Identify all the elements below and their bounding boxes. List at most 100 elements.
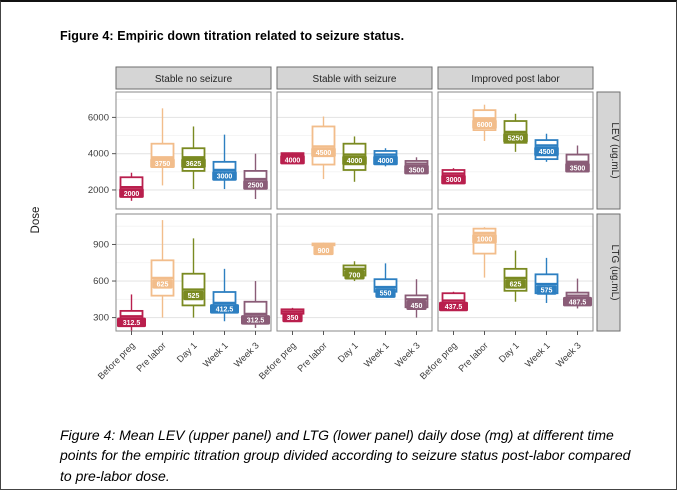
boxplot-Day 1: 5250 xyxy=(503,113,528,152)
median-value-label: 900 xyxy=(318,248,330,255)
x-tick-label: Before preg xyxy=(418,340,459,381)
median-value-label-bg xyxy=(119,188,144,198)
median-value-label: 3000 xyxy=(446,177,462,184)
x-tick-label: Before preg xyxy=(257,340,298,381)
boxplot-Week 1: 4000 xyxy=(373,148,398,167)
median-value-label-bg xyxy=(313,245,334,256)
median-value-label: 625 xyxy=(510,282,522,289)
x-tick-label: Before preg xyxy=(96,340,137,381)
median-value-label: 5250 xyxy=(508,136,524,143)
median-value-label-bg xyxy=(375,288,396,298)
boxplot-Pre labor: 1000 xyxy=(472,227,497,278)
boxplot-Pre labor: 6000 xyxy=(472,104,497,141)
median-value-label: 3500 xyxy=(409,167,425,174)
boxplot-Before preg: 3000 xyxy=(441,168,466,185)
facet-row-label: LTG (ug.mL) xyxy=(609,245,620,301)
median-value-label-bg xyxy=(344,270,365,280)
median-value-label: 312.5 xyxy=(123,320,141,327)
median-value-label-bg xyxy=(183,290,204,301)
median-value-label: 6000 xyxy=(477,122,493,129)
median-value-label: 4500 xyxy=(539,149,555,156)
y-tick-label: 4000 xyxy=(88,149,109,160)
median-value-label-bg xyxy=(406,300,427,311)
median-value-label-bg xyxy=(212,171,237,181)
y-tick-label: 600 xyxy=(93,276,109,287)
panel-LEV (ug.mL)-Stable no seizure: 2000 3750 3625 3000 2500 xyxy=(115,91,272,210)
median-value-label: 2000 xyxy=(124,191,140,198)
boxplot-Day 1: 4000 xyxy=(342,136,367,182)
median-value-label: 450 xyxy=(411,303,423,310)
median-value-label-bg xyxy=(503,133,528,143)
panel-LEV (ug.mL)-Stable with seizure: 4000 4500 4000 4000 3500 xyxy=(276,91,433,210)
y-tick-label: 6000 xyxy=(88,112,109,123)
x-tick-label: Week 1 xyxy=(523,340,552,369)
median-value-label: 487.5 xyxy=(569,299,587,306)
panel-LTG (ug.mL)-Stable with seizure: 350 900 700 550 450 xyxy=(276,213,433,332)
facet-row-label: LEV (ug.mL) xyxy=(609,122,620,178)
median-value-label-bg xyxy=(534,146,559,157)
panel-LTG (ug.mL)-Stable no seizure: 312.5 625 525 412.5 312.5 xyxy=(115,213,272,332)
median-value-label: 3625 xyxy=(186,161,202,168)
boxplot-Week 3: 450 xyxy=(404,279,429,318)
median-value-label: 625 xyxy=(157,282,169,289)
median-value-label-bg xyxy=(152,279,173,289)
x-tick-label: Pre labor xyxy=(295,340,328,373)
median-value-label-bg xyxy=(536,285,557,295)
x-tick-label: Week 3 xyxy=(232,340,261,369)
boxplot-Week 3: 3500 xyxy=(565,145,590,173)
y-tick-label: 2000 xyxy=(88,185,109,196)
median-value-label-bg xyxy=(181,158,206,169)
figure-title: Figure 4: Empiric down titration related… xyxy=(60,29,405,43)
boxplot-Before preg: 437.5 xyxy=(439,291,468,312)
x-tick-label: Day 1 xyxy=(336,340,360,364)
median-value-label: 2500 xyxy=(248,183,264,190)
boxplot-Pre labor: 900 xyxy=(311,242,336,256)
median-value-label-bg xyxy=(280,154,305,165)
panel-border xyxy=(115,91,272,210)
median-value-label-bg xyxy=(282,312,303,323)
median-value-label-bg xyxy=(241,315,270,325)
x-tick-label: Pre labor xyxy=(456,340,489,373)
boxplot-Week 3: 487.5 xyxy=(563,278,592,309)
boxplot-Week 1: 4500 xyxy=(534,133,559,162)
x-tick-label: Week 1 xyxy=(362,340,391,369)
median-value-label: 4000 xyxy=(347,158,363,165)
median-value-label-bg xyxy=(565,163,590,173)
median-value-label-bg xyxy=(439,301,468,312)
median-value-label: 4000 xyxy=(378,158,394,165)
boxplot-Week 1: 550 xyxy=(373,263,398,298)
x-tick-label: Day 1 xyxy=(175,340,199,364)
median-value-label: 3500 xyxy=(570,165,586,172)
boxplot-Week 1: 3000 xyxy=(212,134,237,190)
boxplot-Day 1: 525 xyxy=(181,238,206,318)
facet-col-strip: Stable no seizure xyxy=(115,66,272,90)
median-value-label: 550 xyxy=(380,291,392,298)
median-value-label: 575 xyxy=(541,288,553,295)
median-value-label-bg xyxy=(505,279,526,289)
y-tick-label: 300 xyxy=(93,313,109,324)
median-value-label-bg xyxy=(210,304,239,314)
boxplot-Pre labor: 3750 xyxy=(150,108,175,186)
boxplot-Pre labor: 4500 xyxy=(311,116,336,180)
boxplot-Week 1: 575 xyxy=(534,257,559,303)
median-value-label-bg xyxy=(472,234,497,244)
x-tick-label: Week 3 xyxy=(393,340,422,369)
boxplot-Day 1: 700 xyxy=(342,261,367,282)
median-value-label: 312.5 xyxy=(247,318,265,325)
boxplot-Before preg: 4000 xyxy=(280,152,305,165)
median-value-label-bg xyxy=(117,317,146,328)
median-value-label-bg xyxy=(373,155,398,166)
median-value-label-bg xyxy=(342,155,367,166)
boxplot-Before preg: 312.5 xyxy=(117,294,146,331)
median-value-label: 3000 xyxy=(217,174,233,181)
median-value-label: 525 xyxy=(188,293,200,300)
panel-border xyxy=(437,91,594,210)
boxplot-Week 3: 3500 xyxy=(404,157,429,175)
boxplot-Before preg: 2000 xyxy=(119,172,144,201)
median-value-label: 4500 xyxy=(316,150,332,157)
median-value-label: 350 xyxy=(287,315,299,322)
median-value-label: 437.5 xyxy=(445,304,463,311)
facet-row-strip: LTG (ug.mL) xyxy=(596,213,621,332)
x-tick-label: Pre labor xyxy=(134,340,167,373)
